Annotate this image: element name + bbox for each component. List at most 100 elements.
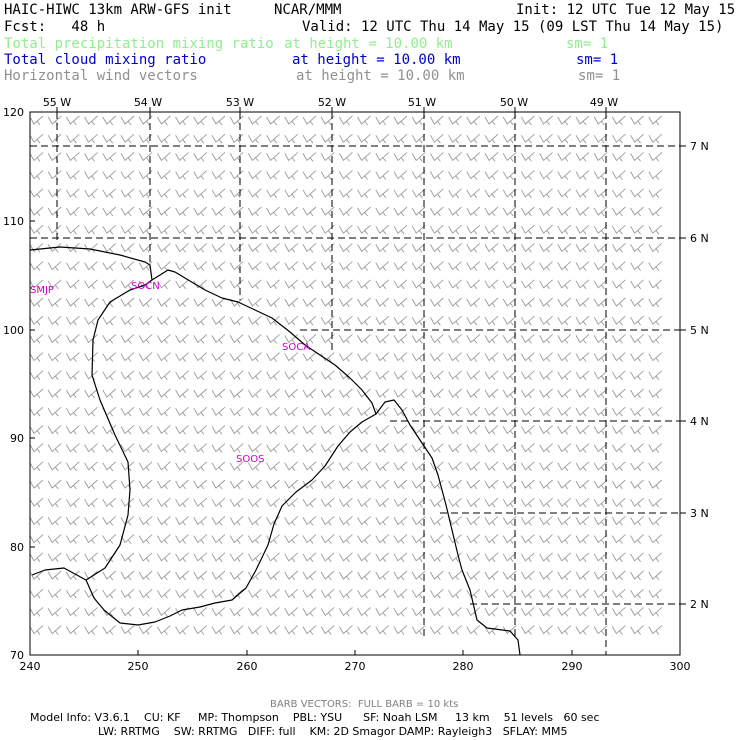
wind-barb (521, 461, 535, 472)
wind-barb (120, 334, 135, 344)
wind-barb (430, 261, 444, 271)
wind-barb (521, 261, 535, 271)
wind-barb (593, 224, 608, 235)
wind-barb (612, 570, 626, 581)
wind-barb (502, 588, 517, 599)
wind-barb (612, 425, 626, 435)
wind-barb (339, 497, 353, 508)
wind-barb (448, 206, 462, 217)
wind-barb (302, 425, 317, 435)
wind-barb (411, 388, 426, 399)
wind-barb (339, 370, 353, 381)
wind-barb (648, 497, 663, 508)
wind-barb (320, 315, 335, 326)
wind-barb (466, 625, 481, 635)
wind-barb (66, 279, 80, 290)
wind-barb (557, 406, 572, 417)
wind-barb (466, 188, 481, 199)
wind-barb (248, 497, 262, 508)
wind-barb (102, 370, 117, 381)
wind-barb (357, 516, 371, 526)
wind-barb (320, 297, 335, 308)
wind-barb (411, 479, 426, 490)
wind-barb (411, 370, 426, 381)
wind-barb (120, 188, 135, 199)
wind-barb (411, 279, 426, 290)
wind-barb (193, 279, 208, 290)
wind-barb (375, 406, 390, 417)
wind-barb (448, 115, 462, 126)
wind-barb (66, 206, 80, 217)
wind-barb (29, 516, 44, 526)
wind-barb (430, 516, 444, 526)
wind-barb (175, 461, 189, 472)
wind-barb (320, 607, 335, 617)
wind-barb (502, 115, 517, 126)
wind-barb (120, 552, 135, 563)
wind-barb (339, 206, 353, 217)
wind-barb (502, 206, 517, 217)
wind-barb (357, 425, 371, 435)
wind-barb (502, 297, 517, 308)
wind-barb (411, 133, 426, 144)
wind-barb (175, 479, 189, 490)
wind-barb (266, 315, 280, 326)
wind-barb (430, 170, 444, 180)
wind-barb (47, 479, 62, 490)
wind-barb (248, 352, 262, 362)
wind-barb (66, 243, 80, 253)
wind-barb (47, 497, 62, 508)
wind-barb (211, 570, 226, 581)
wind-barb (357, 625, 371, 635)
wind-barb (302, 115, 317, 126)
wind-barb (302, 570, 317, 581)
wind-barb (157, 133, 171, 144)
wind-barb (66, 607, 80, 617)
wind-barb (248, 388, 262, 399)
wind-barb (575, 461, 590, 472)
wind-barb (266, 443, 280, 453)
wind-barb (175, 315, 189, 326)
wind-barb (339, 334, 353, 344)
wind-barb (248, 279, 262, 290)
wind-barb (175, 206, 189, 217)
wind-barb (138, 461, 153, 472)
wind-barb (339, 170, 353, 180)
wind-barb (557, 206, 572, 217)
wind-barb (102, 588, 117, 599)
wind-barb (211, 261, 226, 271)
wind-barb (575, 224, 590, 235)
wind-barb (375, 170, 390, 180)
wind-barb (175, 243, 189, 253)
wind-barb (320, 133, 335, 144)
org-label: NCAR/MMM (274, 2, 342, 18)
wind-barb (539, 406, 553, 417)
wind-barb (612, 115, 626, 126)
wind-barb (302, 334, 317, 344)
valid-time: Valid: 12 UTC Thu 14 May 15 (09 LST Thu … (302, 19, 724, 35)
wind-barb (47, 443, 62, 453)
wind-barb (448, 370, 462, 381)
wind-barb (448, 243, 462, 253)
wind-barb (521, 552, 535, 563)
wind-barb (284, 625, 299, 635)
wind-barb (630, 188, 644, 199)
wind-barb (193, 224, 208, 235)
wind-barb (211, 497, 226, 508)
wind-barb (157, 534, 171, 544)
wind-barb (266, 461, 280, 472)
wind-barb (66, 570, 80, 581)
wind-barb (138, 425, 153, 435)
wind-barb (539, 261, 553, 271)
wind-barb (612, 152, 626, 162)
wind-barb (66, 461, 80, 472)
wind-barb (120, 133, 135, 144)
wind-barb (157, 552, 171, 563)
model-title: HAIC-HIWC 13km ARW-GFS init (4, 2, 232, 18)
wind-barb (211, 334, 226, 344)
wind-barb (612, 297, 626, 308)
y-tick-90: 90 (10, 432, 24, 445)
wind-barb (266, 243, 280, 253)
wind-barb (193, 625, 208, 635)
wind-barb (521, 388, 535, 399)
